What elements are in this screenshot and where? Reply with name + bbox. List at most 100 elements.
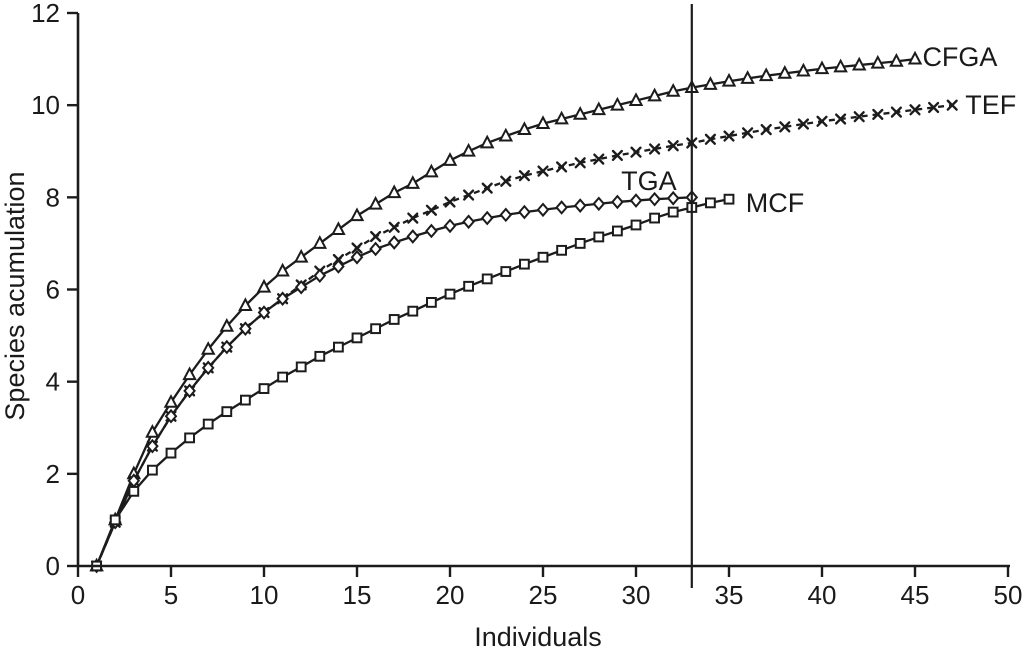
x-marker	[500, 175, 512, 187]
square-marker	[444, 288, 456, 300]
y-axis-title: Species acumulation	[0, 171, 30, 420]
diamond-marker	[425, 223, 438, 239]
diamond-marker	[611, 194, 624, 210]
triangle-marker	[647, 87, 662, 102]
diamond-marker	[629, 193, 643, 208]
diamond-marker	[443, 218, 457, 234]
x-tick-label: 0	[71, 580, 85, 610]
triangle-marker	[312, 235, 328, 249]
diamond-marker	[294, 279, 308, 295]
series-label-cfga: CFGA	[922, 42, 997, 72]
x-marker	[370, 230, 382, 243]
series-mcf-line	[95, 198, 730, 567]
square-marker	[202, 418, 214, 430]
triangle-marker	[442, 152, 458, 166]
triangle-marker	[628, 92, 644, 106]
square-marker	[612, 225, 623, 237]
triangle-marker	[889, 53, 904, 67]
y-tick-label: 10	[31, 90, 60, 120]
series-label-mcf: MCF	[746, 188, 804, 218]
diamond-marker	[480, 210, 494, 226]
triangle-marker	[368, 195, 383, 210]
diamond-marker	[164, 408, 178, 424]
triangle-marker	[777, 65, 793, 79]
diamond-marker	[387, 235, 401, 250]
x-tick-label: 50	[994, 580, 1023, 610]
triangle-marker	[796, 62, 811, 77]
square-marker	[370, 323, 382, 335]
square-marker	[184, 432, 195, 444]
x-tick-label: 25	[529, 580, 558, 610]
diamond-marker	[350, 249, 364, 265]
triangle-marker	[479, 134, 495, 149]
square-marker	[351, 332, 363, 344]
triangle-marker	[665, 83, 681, 97]
triangle-marker	[498, 127, 514, 142]
series-label-tga: TGA	[621, 166, 677, 196]
square-marker	[147, 464, 158, 476]
square-marker	[109, 514, 121, 526]
diamond-marker	[369, 241, 382, 257]
square-marker	[500, 266, 512, 277]
diamond-marker	[499, 207, 513, 223]
x-marker	[425, 204, 437, 216]
diamond-marker	[518, 204, 531, 220]
triangle-marker	[200, 341, 216, 355]
triangle-marker	[256, 278, 272, 293]
x-marker	[816, 115, 828, 127]
square-marker	[723, 193, 735, 205]
y-tick-label: 8	[46, 182, 60, 212]
square-marker	[240, 394, 251, 406]
diamond-marker	[536, 202, 550, 218]
triangle-marker	[405, 175, 421, 189]
plot-area: CFGA TEF TGA MCF 0 5 10 15 20 25 30 35 40 45 50 0 2 4 6 8 10…	[31, 0, 1022, 610]
triangle-marker	[907, 50, 923, 65]
diamond-marker	[573, 198, 587, 213]
diamond-marker	[201, 360, 215, 376]
x-tick-label: 35	[715, 580, 744, 610]
square-marker	[314, 350, 326, 362]
triangle-marker	[275, 262, 290, 277]
triangle-marker	[386, 184, 402, 199]
x-marker	[351, 242, 363, 254]
square-marker	[649, 212, 661, 224]
x-marker	[872, 108, 884, 120]
diamond-marker	[332, 259, 345, 274]
diamond-marker	[239, 321, 252, 337]
x-tick-label: 30	[622, 580, 651, 610]
triangle-marker	[349, 207, 365, 222]
triangle-marker	[461, 142, 476, 157]
square-marker	[667, 206, 679, 218]
diamond-marker	[146, 438, 159, 454]
diamond-marker	[406, 229, 420, 244]
x-marker	[444, 196, 456, 208]
x-marker	[556, 161, 568, 173]
square-marker	[593, 231, 605, 243]
x-marker	[481, 182, 493, 194]
triangle-marker	[182, 366, 197, 381]
square-marker	[481, 273, 493, 285]
x-marker	[407, 212, 419, 224]
x-tick-label: 20	[436, 580, 465, 610]
y-tick-label: 4	[46, 367, 60, 397]
x-marker	[909, 104, 921, 116]
diamond-marker	[183, 383, 196, 399]
x-marker	[723, 130, 735, 142]
square-marker	[258, 383, 270, 394]
x-marker	[760, 123, 772, 136]
square-marker	[333, 341, 344, 353]
triangle-marker	[758, 67, 774, 82]
triangle-marker	[293, 248, 309, 263]
x-marker	[779, 121, 791, 133]
x-marker	[667, 140, 679, 152]
square-marker	[295, 361, 307, 373]
square-marker	[277, 371, 289, 383]
x-tick-label: 45	[901, 580, 930, 610]
square-marker	[165, 447, 177, 459]
x-marker	[890, 106, 902, 118]
triangle-marker	[721, 72, 737, 87]
square-marker	[463, 280, 475, 292]
square-marker	[128, 485, 140, 497]
x-marker	[463, 189, 475, 201]
